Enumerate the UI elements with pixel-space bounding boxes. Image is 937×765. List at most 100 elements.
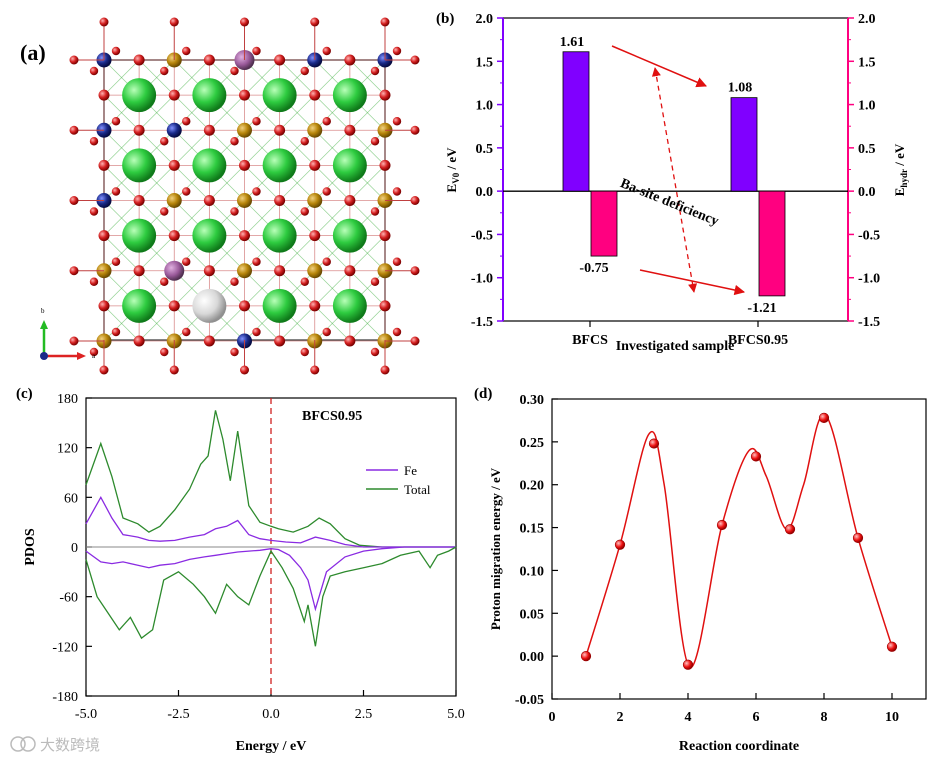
x-tick-label: 0 bbox=[549, 710, 556, 725]
oxygen-atom bbox=[309, 300, 321, 312]
x-axis-title: Reaction coordinate bbox=[679, 739, 799, 754]
ba-atom bbox=[332, 78, 367, 113]
axis-ticks: 2.0 2.0 1.5 1.5 1.0 1.0 0.5 0.5 0.0 0.0 -0.5 -0.5 -1… bbox=[471, 12, 880, 330]
watermark-text: 大数跨境 bbox=[40, 736, 100, 754]
bars: BFCS 1.61 -0.75 BFCS0.95 1.08 -1.21 bbox=[560, 35, 788, 348]
y-tick-label: 0 bbox=[71, 541, 78, 556]
fe-atom bbox=[237, 193, 252, 208]
annotation-ba-site-deficiency: Ba-site deficiency bbox=[618, 176, 721, 229]
oxygen-atom bbox=[89, 66, 99, 76]
y-axis-title: PDOS bbox=[23, 528, 38, 566]
oxygen-atom bbox=[392, 117, 402, 126]
oxygen-atom bbox=[344, 195, 356, 206]
y-tick-label: 0.10 bbox=[520, 564, 545, 579]
bar-value-label: -1.21 bbox=[747, 301, 776, 316]
oxygen-atom bbox=[274, 335, 286, 347]
ba-atom bbox=[262, 288, 297, 323]
y-tick-label-right: -1.5 bbox=[858, 315, 880, 330]
oxygen-atom bbox=[203, 195, 215, 206]
y-tick-label-left: 0.0 bbox=[476, 185, 494, 200]
ba-atom bbox=[262, 78, 297, 113]
fe-pdos-line bbox=[85, 495, 456, 548]
oxygen-atom bbox=[379, 300, 391, 312]
oxygen-atom bbox=[300, 66, 309, 76]
oxygen-atom bbox=[300, 347, 309, 357]
legend-label-fe: Fe bbox=[404, 463, 417, 478]
oxygen-atom bbox=[252, 117, 261, 126]
x-tick-label: -2.5 bbox=[167, 707, 189, 722]
bar-ev0 bbox=[562, 51, 590, 192]
x-tick-label: 4 bbox=[685, 710, 692, 725]
y-tick-label-left: 1.5 bbox=[476, 55, 494, 70]
oxygen-atom bbox=[111, 257, 121, 266]
watermark-logo-icon bbox=[10, 736, 26, 752]
oxygen-atom bbox=[322, 117, 331, 126]
oxygen-atom bbox=[160, 66, 169, 76]
y-tick-label-left: -1.5 bbox=[471, 315, 493, 330]
oxygen-atom bbox=[133, 335, 145, 347]
oxygen-atom bbox=[322, 187, 331, 196]
x-tick-label: -5.0 bbox=[75, 707, 97, 722]
oxygen-atom bbox=[160, 137, 169, 146]
fe-atom bbox=[307, 122, 323, 138]
oxygen-atom bbox=[230, 347, 239, 357]
oxygen-atom bbox=[392, 327, 402, 337]
oxygen-atom bbox=[300, 277, 309, 286]
oxygen-atom bbox=[203, 54, 215, 66]
chart-title-bfcs095: BFCS0.95 bbox=[302, 409, 362, 424]
axis-a-label: a bbox=[92, 352, 96, 360]
x-axis-title: Investigated sample bbox=[616, 339, 735, 354]
arrow-deficiency bbox=[651, 67, 698, 293]
data-point bbox=[682, 659, 694, 670]
y-tick-label: -60 bbox=[59, 591, 78, 606]
oxygen-atom bbox=[182, 327, 191, 337]
oxygen-atom bbox=[370, 207, 380, 216]
x-tick-label: BFCS bbox=[572, 333, 608, 348]
oxygen-atom bbox=[379, 159, 391, 171]
bar-value-label: 1.61 bbox=[560, 35, 585, 50]
ba-vacancy-atom bbox=[192, 288, 227, 323]
plot-frame bbox=[502, 17, 849, 322]
bar-value-label: -0.75 bbox=[579, 261, 608, 276]
oxygen-atom bbox=[239, 159, 250, 171]
oxygen-atom bbox=[69, 125, 79, 135]
legend: Fe Total bbox=[366, 463, 431, 497]
oxygen-atom bbox=[111, 117, 121, 126]
y-tick-label: 60 bbox=[64, 491, 78, 506]
x-tick-label: 8 bbox=[821, 710, 828, 725]
y-tick-label: 0.20 bbox=[520, 479, 545, 494]
oxygen-atom bbox=[168, 300, 180, 312]
oxygen-atom bbox=[274, 265, 286, 277]
data-point bbox=[648, 438, 660, 449]
pdos-lines bbox=[85, 410, 457, 647]
y-tick-label-right: -1.0 bbox=[858, 272, 880, 287]
oxygen-atom bbox=[410, 266, 420, 276]
y-tick-label-right: -0.5 bbox=[858, 228, 880, 243]
y-tick-label-left: 1.0 bbox=[476, 99, 494, 114]
y-tick-label-left: -1.0 bbox=[471, 272, 493, 287]
x-tick-label: BFCS0.95 bbox=[728, 333, 788, 348]
panel-c-pdos-chart: (c) 180 120 60 0 -60 -120 -180 -5.0 -2.5 0.0 2.5 5.… bbox=[16, 386, 465, 754]
oxygen-atom bbox=[392, 46, 402, 56]
y-tick-label-right: 0.5 bbox=[858, 142, 876, 157]
y-axis-left-title: EV0 / eV bbox=[444, 147, 461, 193]
panel-b-bar-chart: (b) 2.0 2.0 1.5 1.5 1.0 1.0 0.5 0.5 0.0 0.0 -0.5 -0… bbox=[436, 11, 909, 354]
oxygen-atom bbox=[99, 365, 109, 375]
y-tick-label-right: 0.0 bbox=[858, 185, 876, 200]
y-tick-label: 0.00 bbox=[520, 650, 545, 665]
oxygen-atom bbox=[379, 230, 391, 242]
y-tick-label-right: 1.5 bbox=[858, 55, 876, 70]
y-tick-label: 0.15 bbox=[520, 522, 545, 537]
oxygen-atom bbox=[89, 277, 99, 286]
data-point bbox=[886, 641, 898, 652]
oxygen-atom bbox=[169, 17, 179, 27]
oxygen-atom bbox=[344, 265, 356, 277]
oxygen-atom bbox=[240, 365, 249, 375]
total-dos-line bbox=[85, 546, 457, 647]
oxygen-atom bbox=[380, 365, 390, 375]
crystal-structure-image bbox=[69, 17, 420, 375]
panel-d-label: (d) bbox=[474, 386, 492, 402]
oxygen-atom bbox=[322, 257, 331, 266]
oxygen-atom bbox=[168, 230, 180, 242]
oxygen-atom bbox=[98, 159, 110, 171]
